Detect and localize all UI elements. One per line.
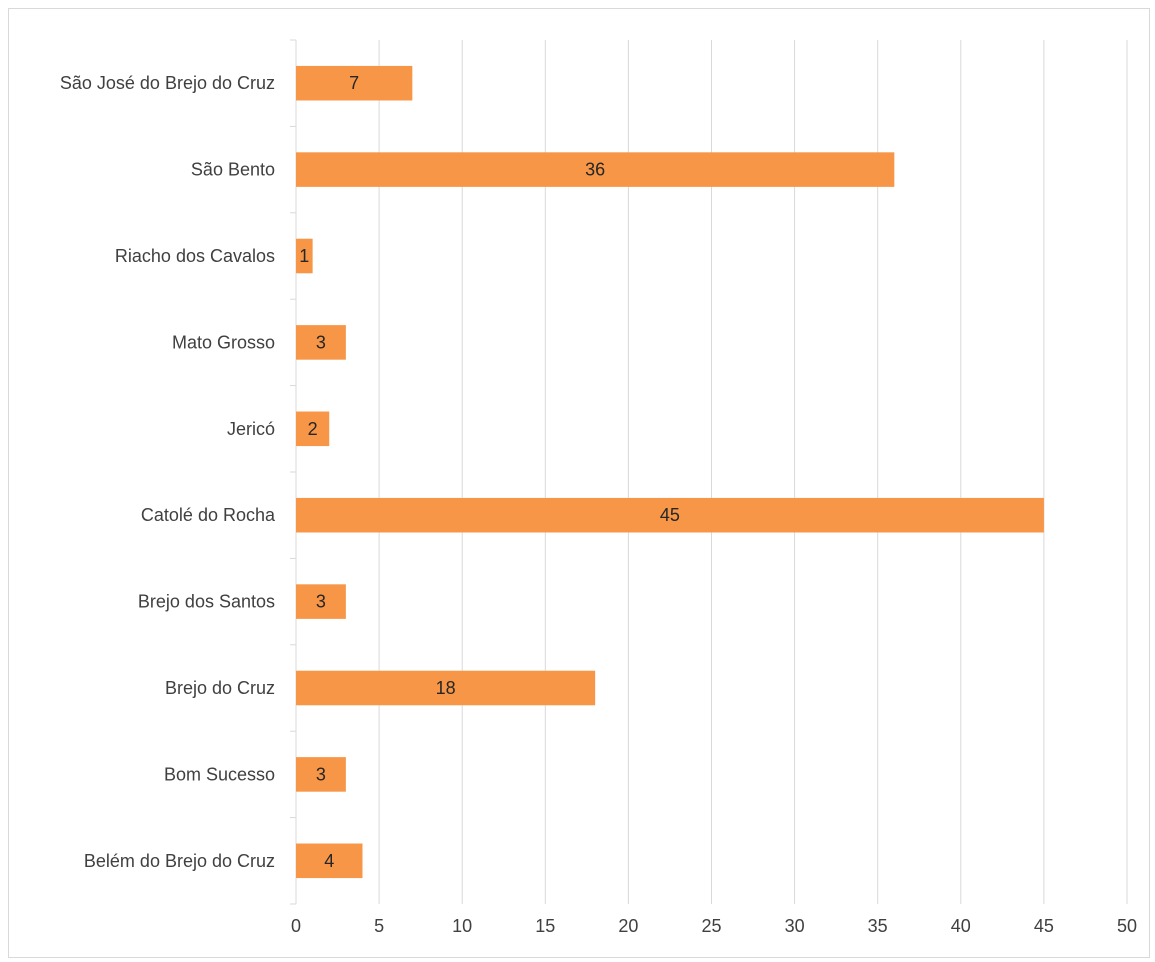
category-label: Belém do Brejo do Cruz [84, 851, 275, 871]
x-tick-label: 50 [1117, 916, 1137, 936]
x-tick-label: 35 [868, 916, 888, 936]
x-tick-label: 30 [785, 916, 805, 936]
x-tick-label: 10 [452, 916, 472, 936]
bar [296, 411, 330, 447]
x-tick-label: 15 [535, 916, 555, 936]
x-tick-label: 25 [701, 916, 721, 936]
bar [296, 325, 346, 360]
data-labels: 7 36 1 3 2 45 3 18 3 4 [299, 73, 680, 871]
bar [296, 65, 413, 101]
x-tick-label: 0 [291, 916, 301, 936]
data-label: 7 [349, 73, 359, 93]
category-label: Brejo do Cruz [165, 678, 275, 698]
data-label: 3 [316, 592, 326, 612]
bar [296, 843, 363, 879]
x-tick-label: 40 [951, 916, 971, 936]
bar [296, 584, 346, 619]
data-label: 1 [299, 246, 309, 266]
bars [296, 65, 1044, 879]
data-label: 36 [585, 160, 605, 180]
category-label: São José do Brejo do Cruz [60, 73, 275, 93]
category-label: Mato Grosso [172, 332, 275, 352]
x-tick-labels: 0 5 10 15 20 25 30 35 40 45 50 [291, 916, 1137, 936]
bar [296, 757, 346, 792]
category-label: São Bento [191, 160, 275, 180]
data-label: 3 [316, 764, 326, 784]
axes [290, 39, 297, 905]
data-label: 3 [316, 332, 326, 352]
x-tick-label: 20 [618, 916, 638, 936]
x-tick-label: 5 [374, 916, 384, 936]
data-label: 4 [324, 851, 334, 871]
bar [296, 152, 895, 187]
category-label: Catolé do Rocha [141, 505, 276, 525]
bar [296, 670, 596, 706]
category-label: Riacho dos Cavalos [115, 246, 275, 266]
category-label: Bom Sucesso [164, 764, 275, 784]
category-labels: São José do Brejo do Cruz São Bento Riacho… [60, 73, 276, 871]
bar [296, 238, 313, 274]
data-label: 18 [436, 678, 456, 698]
category-label: Brejo dos Santos [138, 592, 275, 612]
data-label: 45 [660, 505, 680, 525]
bar [296, 497, 1044, 533]
data-label: 2 [308, 419, 318, 439]
x-tick-label: 45 [1034, 916, 1054, 936]
category-label: Jericó [227, 419, 275, 439]
